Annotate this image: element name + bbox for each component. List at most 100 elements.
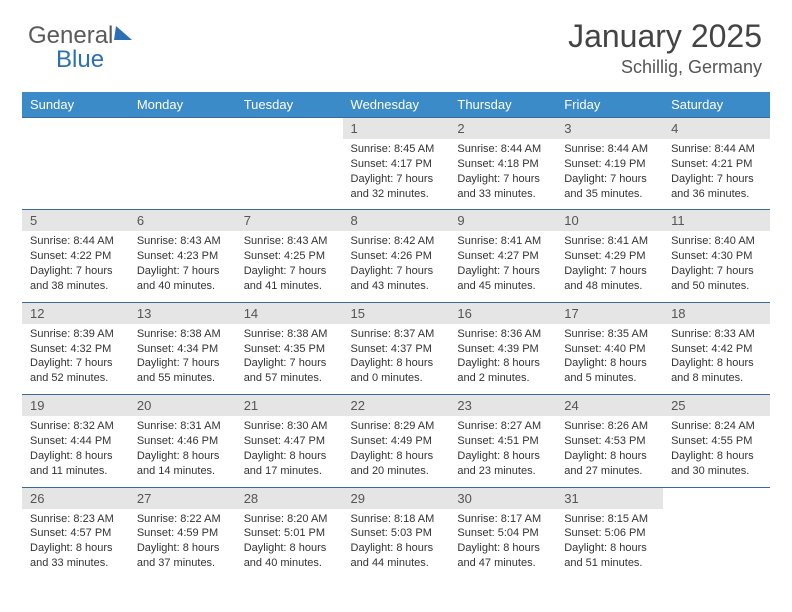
day-number-cell: 27 bbox=[129, 487, 236, 509]
daylight-line: Daylight: 8 hours and 27 minutes. bbox=[564, 449, 655, 479]
sunset-line: Sunset: 4:47 PM bbox=[244, 434, 335, 449]
sunset-line: Sunset: 4:57 PM bbox=[30, 526, 121, 541]
day-detail-cell: Sunrise: 8:15 AMSunset: 5:06 PMDaylight:… bbox=[556, 509, 663, 579]
sunrise-line: Sunrise: 8:17 AM bbox=[457, 512, 548, 527]
daylight-line: Daylight: 7 hours and 45 minutes. bbox=[457, 264, 548, 294]
sunrise-line: Sunrise: 8:35 AM bbox=[564, 327, 655, 342]
sunrise-line: Sunrise: 8:44 AM bbox=[457, 142, 548, 157]
sunset-line: Sunset: 4:30 PM bbox=[671, 249, 762, 264]
sunrise-line: Sunrise: 8:41 AM bbox=[457, 234, 548, 249]
day-number-cell: 1 bbox=[343, 118, 450, 140]
sunset-line: Sunset: 4:37 PM bbox=[351, 342, 442, 357]
sunrise-line: Sunrise: 8:44 AM bbox=[671, 142, 762, 157]
weekday-header: Tuesday bbox=[236, 92, 343, 118]
day-detail-cell: Sunrise: 8:37 AMSunset: 4:37 PMDaylight:… bbox=[343, 324, 450, 395]
location-label: Schillig, Germany bbox=[22, 57, 762, 78]
daylight-line: Daylight: 7 hours and 55 minutes. bbox=[137, 356, 228, 386]
day-number-cell: 5 bbox=[22, 210, 129, 232]
day-detail-cell: Sunrise: 8:38 AMSunset: 4:35 PMDaylight:… bbox=[236, 324, 343, 395]
sunrise-line: Sunrise: 8:38 AM bbox=[137, 327, 228, 342]
day-detail-cell: Sunrise: 8:27 AMSunset: 4:51 PMDaylight:… bbox=[449, 416, 556, 487]
day-number-cell: 6 bbox=[129, 210, 236, 232]
daylight-line: Daylight: 7 hours and 40 minutes. bbox=[137, 264, 228, 294]
sunrise-line: Sunrise: 8:20 AM bbox=[244, 512, 335, 527]
day-number-cell: 18 bbox=[663, 302, 770, 324]
daylight-line: Daylight: 7 hours and 35 minutes. bbox=[564, 172, 655, 202]
day-number-cell: 12 bbox=[22, 302, 129, 324]
sunrise-line: Sunrise: 8:15 AM bbox=[564, 512, 655, 527]
day-detail-cell bbox=[22, 139, 129, 210]
daylight-line: Daylight: 8 hours and 30 minutes. bbox=[671, 449, 762, 479]
day-number-cell: 7 bbox=[236, 210, 343, 232]
day-detail-cell: Sunrise: 8:41 AMSunset: 4:29 PMDaylight:… bbox=[556, 231, 663, 302]
sunset-line: Sunset: 4:18 PM bbox=[457, 157, 548, 172]
day-number-cell: 11 bbox=[663, 210, 770, 232]
day-number-cell: 28 bbox=[236, 487, 343, 509]
day-number-cell: 21 bbox=[236, 395, 343, 417]
day-detail-cell: Sunrise: 8:32 AMSunset: 4:44 PMDaylight:… bbox=[22, 416, 129, 487]
sunset-line: Sunset: 4:40 PM bbox=[564, 342, 655, 357]
daylight-line: Daylight: 8 hours and 37 minutes. bbox=[137, 541, 228, 571]
daylight-line: Daylight: 8 hours and 33 minutes. bbox=[30, 541, 121, 571]
daylight-line: Daylight: 8 hours and 2 minutes. bbox=[457, 356, 548, 386]
daylight-line: Daylight: 8 hours and 11 minutes. bbox=[30, 449, 121, 479]
day-number-cell: 3 bbox=[556, 118, 663, 140]
sunrise-line: Sunrise: 8:42 AM bbox=[351, 234, 442, 249]
sunset-line: Sunset: 4:46 PM bbox=[137, 434, 228, 449]
weekday-header: Saturday bbox=[663, 92, 770, 118]
day-detail-cell: Sunrise: 8:35 AMSunset: 4:40 PMDaylight:… bbox=[556, 324, 663, 395]
day-number-row: 12131415161718 bbox=[22, 302, 770, 324]
daylight-line: Daylight: 8 hours and 44 minutes. bbox=[351, 541, 442, 571]
day-detail-cell bbox=[236, 139, 343, 210]
daylight-line: Daylight: 8 hours and 47 minutes. bbox=[457, 541, 548, 571]
page-header: January 2025 Schillig, Germany bbox=[22, 18, 770, 78]
daylight-line: Daylight: 8 hours and 40 minutes. bbox=[244, 541, 335, 571]
day-detail-cell: Sunrise: 8:42 AMSunset: 4:26 PMDaylight:… bbox=[343, 231, 450, 302]
day-number-cell: 29 bbox=[343, 487, 450, 509]
sunrise-line: Sunrise: 8:38 AM bbox=[244, 327, 335, 342]
sunrise-line: Sunrise: 8:37 AM bbox=[351, 327, 442, 342]
day-detail-cell: Sunrise: 8:44 AMSunset: 4:21 PMDaylight:… bbox=[663, 139, 770, 210]
sunset-line: Sunset: 4:19 PM bbox=[564, 157, 655, 172]
day-detail-cell: Sunrise: 8:36 AMSunset: 4:39 PMDaylight:… bbox=[449, 324, 556, 395]
weekday-header: Monday bbox=[129, 92, 236, 118]
daylight-line: Daylight: 8 hours and 51 minutes. bbox=[564, 541, 655, 571]
day-detail-cell: Sunrise: 8:39 AMSunset: 4:32 PMDaylight:… bbox=[22, 324, 129, 395]
weekday-header: Friday bbox=[556, 92, 663, 118]
sunset-line: Sunset: 4:32 PM bbox=[30, 342, 121, 357]
sunrise-line: Sunrise: 8:22 AM bbox=[137, 512, 228, 527]
sunrise-line: Sunrise: 8:27 AM bbox=[457, 419, 548, 434]
day-detail-cell: Sunrise: 8:26 AMSunset: 4:53 PMDaylight:… bbox=[556, 416, 663, 487]
day-detail-cell: Sunrise: 8:41 AMSunset: 4:27 PMDaylight:… bbox=[449, 231, 556, 302]
day-detail-cell: Sunrise: 8:30 AMSunset: 4:47 PMDaylight:… bbox=[236, 416, 343, 487]
daylight-line: Daylight: 7 hours and 48 minutes. bbox=[564, 264, 655, 294]
weekday-header: Thursday bbox=[449, 92, 556, 118]
daylight-line: Daylight: 8 hours and 20 minutes. bbox=[351, 449, 442, 479]
day-detail-row: Sunrise: 8:39 AMSunset: 4:32 PM Daylight:… bbox=[22, 324, 770, 395]
daylight-line: Daylight: 7 hours and 38 minutes. bbox=[30, 264, 121, 294]
sunset-line: Sunset: 4:34 PM bbox=[137, 342, 228, 357]
sunset-line: Sunset: 4:25 PM bbox=[244, 249, 335, 264]
sunset-line: Sunset: 4:29 PM bbox=[564, 249, 655, 264]
day-number-row: 567891011 bbox=[22, 210, 770, 232]
day-number-cell: 31 bbox=[556, 487, 663, 509]
weekday-header-row: SundayMondayTuesdayWednesdayThursdayFrid… bbox=[22, 92, 770, 118]
sunrise-line: Sunrise: 8:33 AM bbox=[671, 327, 762, 342]
day-number-cell bbox=[663, 487, 770, 509]
day-number-cell: 26 bbox=[22, 487, 129, 509]
daylight-line: Daylight: 7 hours and 57 minutes. bbox=[244, 356, 335, 386]
day-number-cell: 25 bbox=[663, 395, 770, 417]
sunrise-line: Sunrise: 8:26 AM bbox=[564, 419, 655, 434]
sunrise-line: Sunrise: 8:39 AM bbox=[30, 327, 121, 342]
day-number-cell: 22 bbox=[343, 395, 450, 417]
day-detail-row: Sunrise: 8:44 AMSunset: 4:22 PMDaylight:… bbox=[22, 231, 770, 302]
day-number-cell: 2 bbox=[449, 118, 556, 140]
day-number-cell bbox=[22, 118, 129, 140]
daylight-line: Daylight: 7 hours and 43 minutes. bbox=[351, 264, 442, 294]
sunset-line: Sunset: 4:39 PM bbox=[457, 342, 548, 357]
sunset-line: Sunset: 4:44 PM bbox=[30, 434, 121, 449]
daylight-line: Daylight: 8 hours and 14 minutes. bbox=[137, 449, 228, 479]
day-detail-cell: Sunrise: 8:23 AMSunset: 4:57 PMDaylight:… bbox=[22, 509, 129, 579]
day-detail-cell: Sunrise: 8:44 AMSunset: 4:18 PMDaylight:… bbox=[449, 139, 556, 210]
sunrise-line: Sunrise: 8:31 AM bbox=[137, 419, 228, 434]
